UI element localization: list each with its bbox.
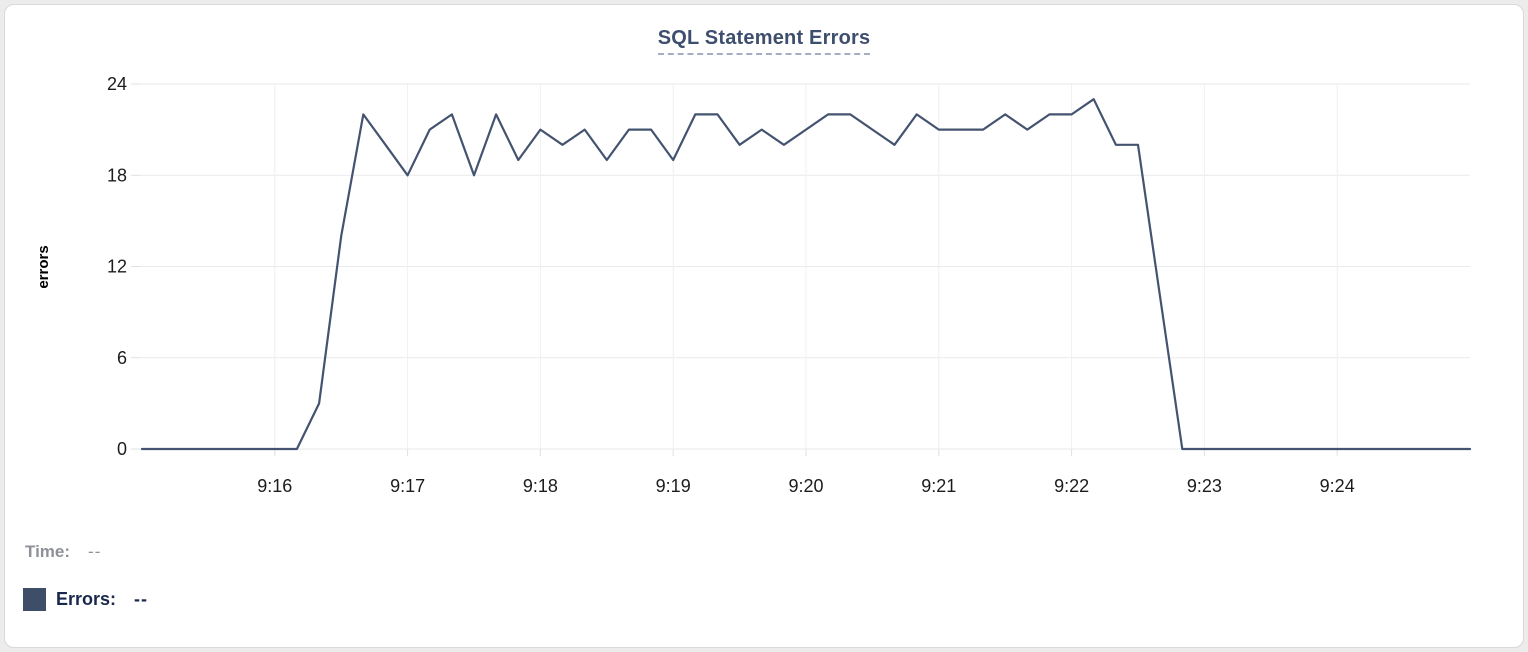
y-tick-label: 6 (117, 348, 127, 368)
chart-card (4, 4, 1524, 648)
x-tick-label: 9:23 (1187, 476, 1222, 496)
time-value: -- (88, 542, 102, 561)
y-tick-label: 24 (107, 74, 127, 94)
errors-value: -- (134, 589, 149, 609)
y-tick-label: 18 (107, 165, 127, 185)
errors-label: Errors: (56, 589, 117, 609)
x-tick-label: 9:21 (921, 476, 956, 496)
errors-series-line (140, 98, 1472, 451)
time-label: Time: (25, 542, 71, 561)
chart-title[interactable]: SQL Statement Errors (657, 27, 871, 55)
axis-tick-labels: 0 6 12 18 24 9:16 9:17 9:18 9:19 9:20 9:21 9:22 9:23… (107, 74, 1355, 496)
legend-swatch (23, 588, 46, 611)
x-tick-label: 9:22 (1054, 476, 1089, 496)
y-tick-label: 0 (117, 439, 127, 459)
hover-readout-time: Time: -- (25, 542, 101, 562)
line-chart-canvas[interactable]: 0 6 12 18 24 9:16 9:17 9:18 9:19 9:20 9:21 9:22 9:23… (0, 0, 1528, 512)
gridlines (131, 83, 1470, 456)
x-tick-label: 9:16 (257, 476, 292, 496)
y-tick-label: 12 (107, 257, 127, 277)
x-tick-label: 9:24 (1320, 476, 1355, 496)
x-tick-label: 9:20 (788, 476, 823, 496)
chart-header: SQL Statement Errors (0, 27, 1528, 55)
y-axis-title: errors (35, 245, 52, 288)
hover-readout-errors: Errors: -- (23, 588, 148, 611)
x-tick-label: 9:17 (390, 476, 425, 496)
x-tick-label: 9:18 (523, 476, 558, 496)
x-tick-label: 9:19 (656, 476, 691, 496)
